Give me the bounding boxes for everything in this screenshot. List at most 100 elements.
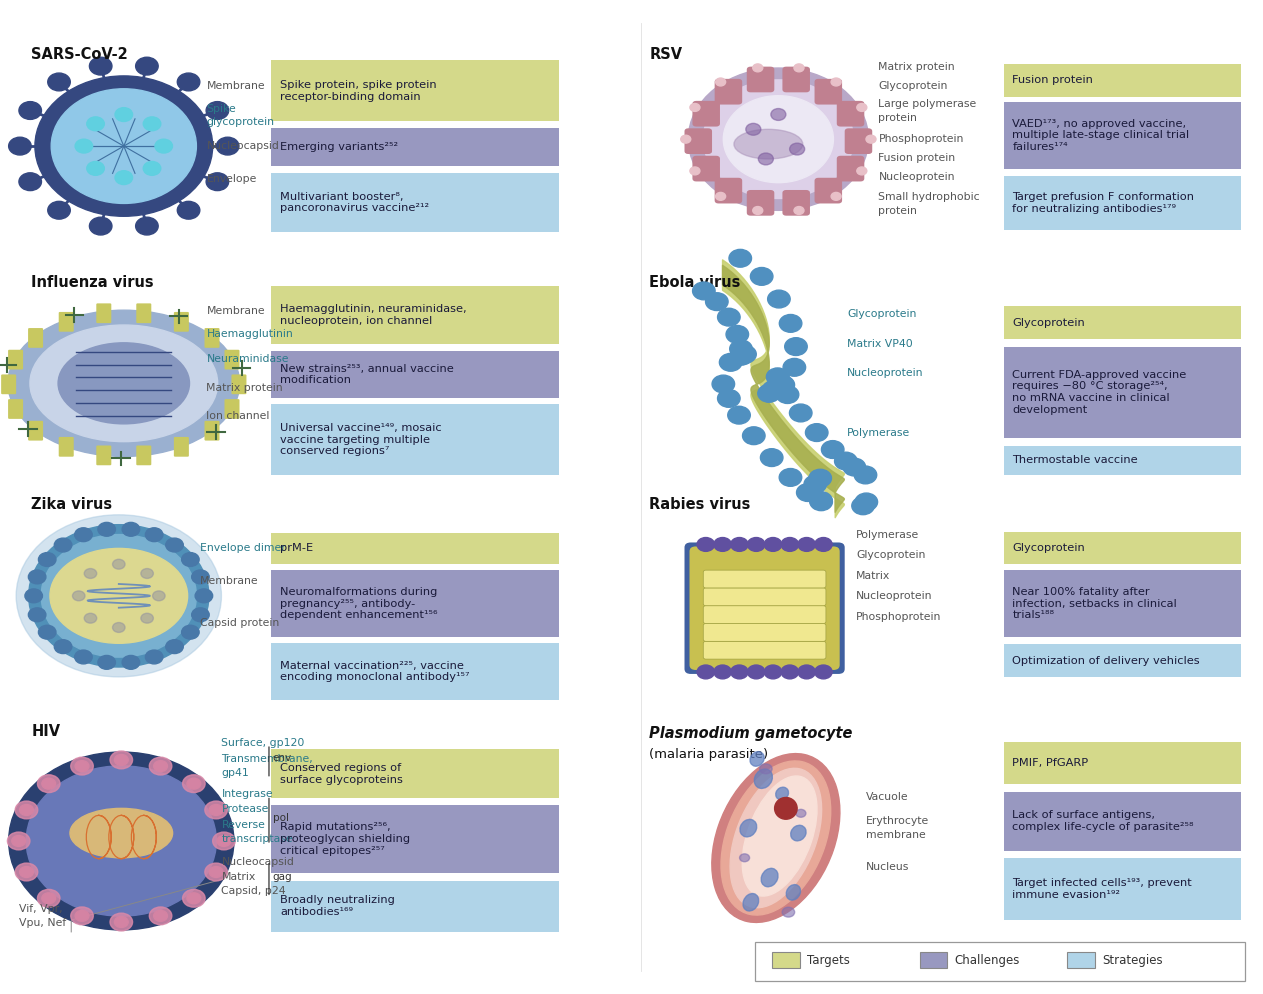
FancyBboxPatch shape	[272, 128, 560, 166]
Circle shape	[831, 193, 841, 201]
Circle shape	[798, 538, 816, 552]
Text: VAED¹⁷³, no approved vaccine,
multiple late-stage clinical trial
failures¹⁷⁴: VAED¹⁷³, no approved vaccine, multiple l…	[1013, 118, 1190, 152]
FancyBboxPatch shape	[815, 79, 842, 104]
Circle shape	[692, 282, 715, 300]
Circle shape	[720, 354, 741, 371]
Circle shape	[805, 475, 826, 493]
FancyBboxPatch shape	[703, 623, 826, 641]
Circle shape	[206, 173, 229, 191]
Text: Nucleocapsid: Nucleocapsid	[221, 857, 294, 867]
Circle shape	[9, 137, 32, 155]
Ellipse shape	[721, 761, 831, 915]
Circle shape	[38, 890, 59, 908]
Text: Capsid protein: Capsid protein	[200, 617, 279, 627]
Circle shape	[87, 161, 105, 175]
Text: Target infected cells¹⁹³, prevent
immune evasion¹⁹²: Target infected cells¹⁹³, prevent immune…	[1013, 878, 1192, 900]
Circle shape	[187, 893, 201, 904]
Circle shape	[35, 76, 212, 217]
FancyBboxPatch shape	[692, 100, 720, 126]
Text: Matrix protein: Matrix protein	[879, 62, 955, 72]
Circle shape	[115, 754, 128, 765]
Ellipse shape	[743, 894, 759, 911]
Circle shape	[145, 528, 163, 542]
Circle shape	[177, 74, 200, 90]
Circle shape	[85, 613, 97, 623]
FancyBboxPatch shape	[837, 156, 864, 182]
FancyBboxPatch shape	[58, 437, 73, 456]
Text: prM-E: prM-E	[280, 544, 313, 554]
Circle shape	[28, 608, 45, 621]
Text: Rabies virus: Rabies virus	[649, 497, 750, 512]
Text: Strategies: Strategies	[1103, 953, 1163, 966]
Circle shape	[831, 79, 841, 85]
Circle shape	[143, 161, 160, 175]
Circle shape	[99, 655, 115, 669]
Text: Plasmodium gametocyte: Plasmodium gametocyte	[649, 727, 853, 742]
FancyBboxPatch shape	[1004, 64, 1242, 96]
Circle shape	[54, 640, 72, 654]
Text: Vacuole: Vacuole	[866, 792, 908, 802]
Text: Vif, Vpr,: Vif, Vpr,	[19, 905, 62, 914]
Circle shape	[182, 553, 200, 567]
FancyBboxPatch shape	[1004, 743, 1242, 783]
Text: Nucleoprotein: Nucleoprotein	[847, 369, 923, 379]
Circle shape	[71, 757, 93, 775]
Circle shape	[856, 103, 866, 111]
Text: Current FDA-approved vaccine
requires −80 °C storage²⁵⁴,
no mRNA vaccine in clin: Current FDA-approved vaccine requires −8…	[1013, 370, 1187, 414]
FancyBboxPatch shape	[96, 303, 111, 323]
Circle shape	[155, 139, 173, 153]
Circle shape	[165, 640, 183, 654]
Text: Matrix protein: Matrix protein	[206, 384, 283, 394]
Circle shape	[90, 218, 112, 235]
Circle shape	[75, 528, 92, 542]
Circle shape	[212, 832, 235, 850]
Circle shape	[690, 103, 700, 111]
Text: protein: protein	[879, 113, 917, 123]
Ellipse shape	[754, 769, 773, 788]
Text: Target prefusion F conformation
for neutralizing antibodies¹⁷⁹: Target prefusion F conformation for neut…	[1013, 192, 1195, 214]
Ellipse shape	[51, 549, 188, 643]
Text: glycoprotein: glycoprotein	[206, 117, 274, 127]
FancyBboxPatch shape	[685, 543, 845, 674]
Text: protein: protein	[879, 207, 917, 217]
Circle shape	[716, 79, 726, 85]
Circle shape	[815, 665, 832, 679]
Circle shape	[52, 88, 196, 204]
Text: Polymerase: Polymerase	[847, 427, 911, 437]
Circle shape	[760, 448, 783, 466]
Text: Nucleus: Nucleus	[866, 862, 909, 872]
Circle shape	[797, 484, 820, 501]
Circle shape	[206, 101, 229, 119]
Text: transcriptase: transcriptase	[221, 834, 293, 844]
Circle shape	[716, 193, 726, 201]
Circle shape	[90, 58, 112, 75]
Text: Glycoprotein: Glycoprotein	[1013, 317, 1085, 328]
FancyBboxPatch shape	[703, 641, 826, 659]
Circle shape	[72, 590, 85, 600]
Circle shape	[216, 137, 239, 155]
Circle shape	[20, 867, 33, 878]
FancyBboxPatch shape	[205, 328, 220, 348]
Text: Large polymerase: Large polymerase	[879, 98, 976, 108]
Circle shape	[772, 376, 794, 394]
FancyBboxPatch shape	[1004, 347, 1242, 437]
FancyBboxPatch shape	[1004, 176, 1242, 231]
Ellipse shape	[740, 819, 757, 837]
Ellipse shape	[787, 885, 801, 901]
FancyBboxPatch shape	[772, 951, 799, 968]
Text: Targets: Targets	[807, 953, 850, 966]
Circle shape	[75, 760, 88, 771]
FancyBboxPatch shape	[715, 178, 743, 204]
Circle shape	[730, 665, 748, 679]
Circle shape	[777, 386, 798, 404]
Text: Polymerase: Polymerase	[856, 530, 919, 540]
Text: Maternal vaccination²²⁵, vaccine
encoding monoclonal antibody¹⁵⁷: Maternal vaccination²²⁵, vaccine encodin…	[280, 661, 470, 682]
FancyBboxPatch shape	[96, 445, 111, 465]
Circle shape	[794, 64, 805, 72]
Circle shape	[810, 493, 832, 511]
FancyBboxPatch shape	[837, 100, 864, 126]
Circle shape	[714, 665, 731, 679]
Circle shape	[779, 314, 802, 332]
Circle shape	[730, 538, 748, 552]
Text: gag: gag	[273, 872, 292, 882]
